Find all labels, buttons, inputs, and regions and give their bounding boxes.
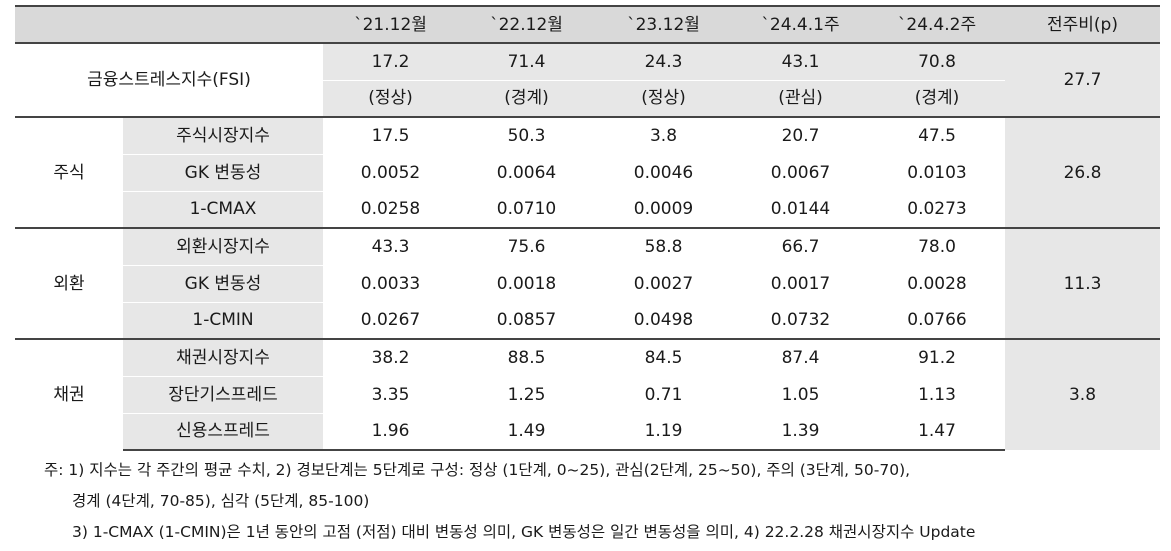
row-label: GK 변동성 [123, 153, 323, 191]
table-cell: 1.49 [458, 413, 595, 451]
group-label-bond: 채권 [15, 338, 123, 450]
table-cell: 78.0 [869, 227, 1005, 265]
header-empty [15, 5, 323, 44]
table-cell: 0.0710 [496, 199, 557, 219]
row-label: 1-CMIN [123, 301, 323, 339]
fsi-stage: (정상) [595, 79, 732, 117]
table-cell: 91.2 [869, 338, 1005, 376]
table-cell: 20.7 [732, 116, 869, 154]
row-label: 1-CMAX [123, 190, 323, 228]
table-cell: 0.0258 [360, 199, 421, 219]
fsi-value: 17.2 [323, 43, 458, 80]
table-cell: 1.19 [595, 413, 732, 451]
table-cell: 66.7 [732, 227, 869, 265]
table-cell: 0.0267 [360, 310, 421, 330]
fsi-table: `21.12월 `22.12월 `23.12월 `24.4.1주 `24.4.2… [15, 5, 1160, 451]
table-cell: 3.35 [371, 384, 410, 405]
footnote-line-3: 3) 1-CMAX (1-CMIN)은 1년 동안의 고점 (저점) 대비 변동… [72, 523, 976, 541]
table-row: 외환 외환시장지수 43.3 75.6 58.8 66.7 78.0 11.3 [15, 227, 1160, 339]
table-cell: 17.5 [323, 116, 458, 154]
table-cell: 0.0273 [907, 199, 967, 219]
fsi-value: 70.8 [869, 43, 1005, 80]
table-cell: 1.47 [869, 413, 1005, 451]
table-row: GK 변동성 0.0033 0.0018 0.0027 0.0017 0.002… [15, 264, 1160, 302]
table-cell: 75.6 [458, 227, 595, 265]
table-cell: 1.25 [507, 384, 546, 405]
row-label: 외환시장지수 [123, 227, 323, 265]
table-cell: 50.3 [458, 116, 595, 154]
table-cell: 0.0857 [496, 310, 557, 330]
group-label-stock: 주식 [15, 116, 123, 228]
table-cell: 0.0028 [907, 273, 967, 294]
table-row: 장단기스프레드 3.35 1.25 0.71 1.05 1.13 [15, 375, 1160, 413]
table-cell: 0.0064 [496, 162, 557, 183]
fsi-label: 금융스트레스지수(FSI) [87, 70, 251, 90]
fsi-stage: (정상) [323, 79, 458, 117]
table-cell: 0.0009 [633, 199, 694, 219]
table-cell: 0.0046 [633, 162, 694, 183]
table-cell: 1.13 [918, 384, 956, 405]
table-cell: 38.2 [323, 338, 458, 376]
row-label: 장단기스프레드 [123, 375, 323, 413]
fsi-value-row: 금융스트레스지수(FSI) 17.2 71.4 24.3 43.1 70.8 2… [15, 43, 1160, 117]
table-row: 채권 채권시장지수 38.2 88.5 84.5 87.4 91.2 3.8 [15, 338, 1160, 450]
table-cell: 47.5 [869, 116, 1005, 154]
header-col-1: `21.12월 [323, 5, 458, 44]
fsi-change: 27.7 [1005, 43, 1160, 117]
fsi-stage: (경계) [869, 79, 1005, 117]
table-cell: 0.0144 [770, 199, 831, 219]
group-change: 3.8 [1005, 338, 1160, 450]
table-cell: 0.0052 [360, 162, 421, 183]
fsi-table-container: `21.12월 `22.12월 `23.12월 `24.4.1주 `24.4.2… [15, 5, 1160, 451]
table-row: 1-CMAX 0.0258 0.0710 0.0009 0.0144 0.027… [15, 190, 1160, 228]
table-row: 주식 주식시장지수 17.5 50.3 3.8 20.7 47.5 26.8 [15, 116, 1160, 228]
table-row: 1-CMIN 0.0267 0.0857 0.0498 0.0732 0.076… [15, 301, 1160, 339]
fsi-value: 71.4 [458, 43, 595, 80]
header-col-4: `24.4.1주 [732, 5, 869, 44]
fsi-stage: (관심) [732, 79, 869, 117]
table-row: 신용스프레드 1.96 1.49 1.19 1.39 1.47 [15, 412, 1160, 451]
table-cell: 0.0027 [633, 273, 694, 294]
table-cell: 0.0498 [633, 310, 694, 330]
group-change: 11.3 [1005, 227, 1160, 339]
header-change: 전주비(p) [1005, 5, 1160, 44]
footnote-line-2: 경계 (4단계, 70-85), 심각 (5단계, 85-100) [72, 492, 370, 510]
table-cell: 88.5 [458, 338, 595, 376]
row-label: 채권시장지수 [123, 338, 323, 376]
footnotes: 주: 1) 지수는 각 주간의 평균 수치, 2) 경보단계는 5단계로 구성:… [44, 455, 975, 548]
table-cell: 1.05 [781, 384, 820, 405]
header-col-3: `23.12월 [595, 5, 732, 44]
table-cell: 0.0033 [360, 273, 421, 294]
table-cell: 0.0732 [770, 310, 831, 330]
table-cell: 87.4 [732, 338, 869, 376]
header-col-5: `24.4.2주 [869, 5, 1005, 44]
table-cell: 58.8 [595, 227, 732, 265]
table-cell: 43.3 [323, 227, 458, 265]
table-cell: 1.39 [732, 413, 869, 451]
fsi-value: 43.1 [732, 43, 869, 80]
group-label-fx: 외환 [15, 227, 123, 339]
row-label: 신용스프레드 [123, 412, 323, 451]
row-label: 주식시장지수 [123, 116, 323, 154]
fsi-stage-row: (정상) (경계) (정상) (관심) (경계) [15, 79, 1160, 117]
table-cell: 0.0067 [770, 162, 831, 183]
fsi-stage: (경계) [458, 79, 595, 117]
fsi-value: 24.3 [595, 43, 732, 80]
footnote-line-1: 주: 1) 지수는 각 주간의 평균 수치, 2) 경보단계는 5단계로 구성:… [44, 461, 911, 479]
table-cell: 0.0103 [907, 162, 967, 183]
table-cell: 0.0017 [770, 273, 831, 294]
header-col-2: `22.12월 [458, 5, 595, 44]
table-cell: 0.0766 [907, 310, 967, 330]
table-row: GK 변동성 0.0052 0.0064 0.0046 0.0067 0.010… [15, 153, 1160, 191]
table-cell: 1.96 [323, 413, 458, 451]
table-cell: 84.5 [595, 338, 732, 376]
table-cell: 3.8 [595, 116, 732, 154]
group-change: 26.8 [1005, 116, 1160, 228]
header-row: `21.12월 `22.12월 `23.12월 `24.4.1주 `24.4.2… [15, 5, 1160, 44]
table-cell: 0.0018 [496, 273, 557, 294]
table-cell: 0.71 [644, 384, 683, 405]
row-label: GK 변동성 [123, 264, 323, 302]
